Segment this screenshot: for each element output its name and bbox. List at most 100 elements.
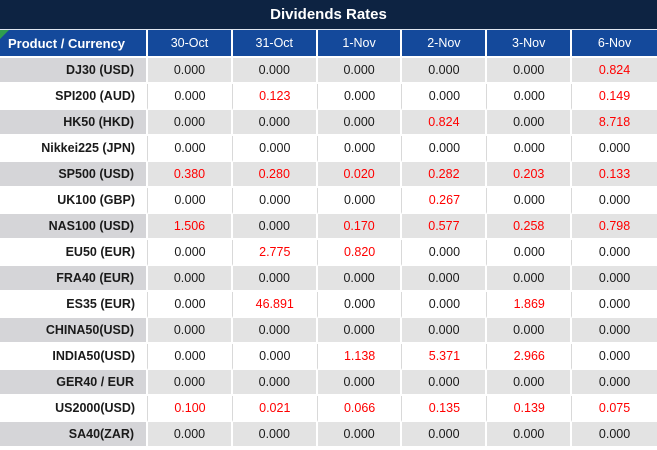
value-cell: 0.000 xyxy=(572,292,657,318)
value-cell: 0.000 xyxy=(487,240,573,266)
value-cell: 0.000 xyxy=(148,188,233,214)
table-row: ES35 (EUR) 0.000 46.891 0.000 0.000 1.869 0.00… xyxy=(0,292,657,318)
product-cell: EU50 (EUR) xyxy=(0,240,149,266)
product-cell: INDIA50(USD) xyxy=(0,344,149,370)
page-title: Dividends Rates xyxy=(270,6,387,23)
table-row: NAS100 (USD) 1.506 0.000 0.170 0.577 0.258 0.7… xyxy=(0,214,657,240)
product-cell: SP500 (USD) xyxy=(0,162,149,188)
value-cell: 1.506 xyxy=(148,214,233,240)
title-bar: Dividends Rates xyxy=(0,0,657,30)
table-row: Nikkei225 (JPN) 0.000 0.000 0.000 0.000 0.000… xyxy=(0,136,657,162)
value-cell: 0.000 xyxy=(148,58,233,84)
value-cell: 0.000 xyxy=(317,110,403,136)
value-cell: 0.000 xyxy=(487,318,573,344)
value-cell: 0.123 xyxy=(232,84,318,110)
table-row: US2000(USD) 0.100 0.021 0.066 0.135 0.139 0.07… xyxy=(0,396,657,422)
product-cell: US2000(USD) xyxy=(0,396,149,422)
value-cell: 0.000 xyxy=(402,318,488,344)
value-cell: 2.966 xyxy=(487,344,573,370)
value-cell: 46.891 xyxy=(232,292,318,318)
value-cell: 0.000 xyxy=(317,266,403,292)
value-cell: 5.371 xyxy=(402,344,488,370)
value-cell: 0.000 xyxy=(402,266,488,292)
value-cell: 1.138 xyxy=(317,344,403,370)
value-cell: 0.000 xyxy=(572,344,657,370)
table-row: HK50 (HKD) 0.000 0.000 0.000 0.824 0.000 8.718 xyxy=(0,110,657,136)
table-row: EU50 (EUR) 0.000 2.775 0.820 0.000 0.000 0.000 xyxy=(0,240,657,266)
product-cell: UK100 (GBP) xyxy=(0,188,149,214)
table-row: CHINA50(USD) 0.000 0.000 0.000 0.000 0.000 0.0… xyxy=(0,318,657,344)
value-cell: 0.000 xyxy=(487,58,573,84)
value-cell: 0.000 xyxy=(148,422,233,448)
product-cell: Nikkei225 (JPN) xyxy=(0,136,149,162)
product-currency-header-label: Product / Currency xyxy=(8,35,126,51)
value-cell: 0.000 xyxy=(148,240,233,266)
value-cell: 0.000 xyxy=(148,318,233,344)
value-cell: 0.139 xyxy=(487,396,573,422)
value-cell: 0.000 xyxy=(572,318,657,344)
value-cell: 0.000 xyxy=(232,422,318,448)
value-cell: 0.000 xyxy=(148,292,233,318)
value-cell: 0.000 xyxy=(572,370,657,396)
value-cell: 0.000 xyxy=(148,110,233,136)
value-cell: 1.869 xyxy=(487,292,573,318)
date-header: 31-Oct xyxy=(232,30,318,58)
value-cell: 0.075 xyxy=(572,396,657,422)
value-cell: 8.718 xyxy=(572,110,657,136)
value-cell: 0.020 xyxy=(317,162,403,188)
product-cell: CHINA50(USD) xyxy=(0,318,149,344)
value-cell: 0.000 xyxy=(148,84,233,110)
value-cell: 0.000 xyxy=(148,266,233,292)
value-cell: 0.000 xyxy=(317,292,403,318)
value-cell: 0.170 xyxy=(317,214,403,240)
value-cell: 0.000 xyxy=(402,240,488,266)
value-cell: 0.000 xyxy=(572,266,657,292)
value-cell: 0.000 xyxy=(232,214,318,240)
value-cell: 0.066 xyxy=(317,396,403,422)
date-header: 30-Oct xyxy=(148,30,233,58)
value-cell: 0.258 xyxy=(487,214,573,240)
value-cell: 0.000 xyxy=(402,84,488,110)
value-cell: 0.267 xyxy=(402,188,488,214)
value-cell: 0.000 xyxy=(572,136,657,162)
value-cell: 0.798 xyxy=(572,214,657,240)
value-cell: 0.000 xyxy=(402,58,488,84)
table-row: DJ30 (USD) 0.000 0.000 0.000 0.000 0.000 0.824 xyxy=(0,58,657,84)
value-cell: 0.000 xyxy=(487,370,573,396)
table-row: SPI200 (AUD) 0.000 0.123 0.000 0.000 0.000 0.1… xyxy=(0,84,657,110)
value-cell: 0.000 xyxy=(317,84,403,110)
value-cell: 0.000 xyxy=(232,318,318,344)
value-cell: 0.000 xyxy=(148,136,233,162)
value-cell: 0.380 xyxy=(148,162,233,188)
value-cell: 0.000 xyxy=(317,136,403,162)
value-cell: 0.280 xyxy=(232,162,318,188)
value-cell: 0.820 xyxy=(317,240,403,266)
value-cell: 0.000 xyxy=(487,136,573,162)
table-row: UK100 (GBP) 0.000 0.000 0.000 0.267 0.000 0.00… xyxy=(0,188,657,214)
value-cell: 0.000 xyxy=(572,188,657,214)
value-cell: 0.000 xyxy=(402,422,488,448)
value-cell: 0.000 xyxy=(402,136,488,162)
value-cell: 0.000 xyxy=(487,422,573,448)
value-cell: 2.775 xyxy=(232,240,318,266)
value-cell: 0.000 xyxy=(232,136,318,162)
product-cell: NAS100 (USD) xyxy=(0,214,149,240)
product-currency-header: Product / Currency xyxy=(0,30,149,58)
product-cell: SA40(ZAR) xyxy=(0,422,149,448)
value-cell: 0.021 xyxy=(232,396,318,422)
table-row: GER40 / EUR 0.000 0.000 0.000 0.000 0.000 0.00… xyxy=(0,370,657,396)
value-cell: 0.000 xyxy=(148,370,233,396)
product-cell: GER40 / EUR xyxy=(0,370,149,396)
value-cell: 0.133 xyxy=(572,162,657,188)
value-cell: 0.203 xyxy=(487,162,573,188)
table-row: FRA40 (EUR) 0.000 0.000 0.000 0.000 0.000 0.00… xyxy=(0,266,657,292)
table-row: SA40(ZAR) 0.000 0.000 0.000 0.000 0.000 0.000 xyxy=(0,422,657,448)
value-cell: 0.000 xyxy=(317,58,403,84)
corner-flag-icon xyxy=(0,30,9,39)
product-cell: HK50 (HKD) xyxy=(0,110,149,136)
value-cell: 0.824 xyxy=(402,110,488,136)
value-cell: 0.000 xyxy=(317,422,403,448)
value-cell: 0.000 xyxy=(402,370,488,396)
date-header: 6-Nov xyxy=(572,30,657,58)
value-cell: 0.000 xyxy=(232,344,318,370)
